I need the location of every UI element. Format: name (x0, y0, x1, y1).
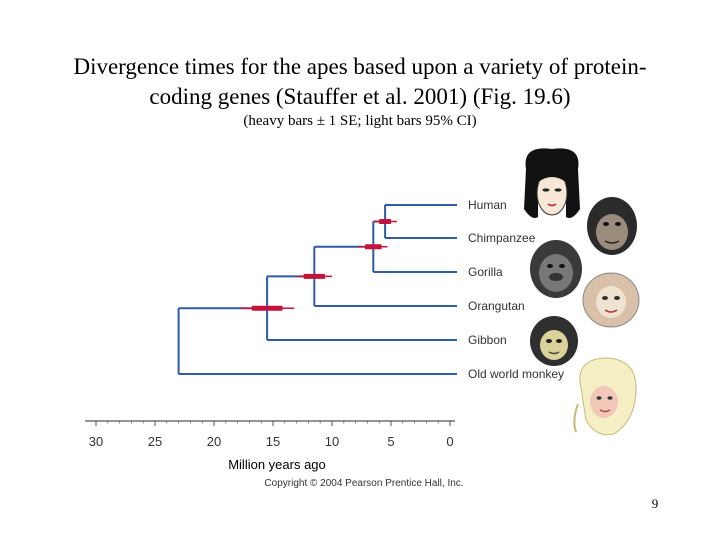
orangutan-face-icon (582, 272, 640, 328)
human-face-icon (524, 148, 580, 218)
tree-branches (177, 204, 457, 375)
tick-label: 30 (89, 434, 103, 449)
leaf-label-old-world-monkey: Old world monkey (468, 367, 564, 381)
slide-subtitle: (heavy bars ± 1 SE; light bars 95% CI) (243, 113, 477, 129)
tick-label: 0 (446, 434, 453, 449)
tick-label: 20 (207, 434, 221, 449)
slide-title-line-2: coding genes (Stauffer et al. 2001) (Fig… (149, 84, 571, 109)
copyright-notice: Copyright © 2004 Pearson Prentice Hall, … (264, 478, 463, 489)
tick-label: 15 (266, 434, 280, 449)
tick-label: 5 (387, 434, 394, 449)
tick-label: 10 (325, 434, 339, 449)
leaf-label-gibbon: Gibbon (468, 333, 507, 347)
leaf-label-chimpanzee: Chimpanzee (468, 231, 536, 245)
divergence-bars (239, 219, 397, 311)
axis-label: Million years ago (228, 457, 326, 472)
time-axis: 30 25 20 15 10 5 0 (85, 420, 455, 449)
page-number: 9 (651, 496, 659, 511)
leaf-labels: Human Chimpanzee Gorilla Orangutan Gibbon Old… (468, 198, 564, 381)
leaf-label-human: Human (468, 198, 507, 212)
tick-label: 25 (148, 434, 162, 449)
gibbon-face-icon (530, 316, 578, 366)
leaf-label-gorilla: Gorilla (468, 265, 503, 279)
slide-title-line-1: Divergence times for the apes based upon… (73, 54, 647, 79)
slide-title: Divergence times for the apes based upon… (40, 52, 680, 112)
gorilla-face-icon (530, 240, 582, 298)
old-world-monkey-face-icon (573, 357, 637, 436)
chimpanzee-face-icon (587, 197, 637, 255)
leaf-label-orangutan: Orangutan (468, 299, 525, 313)
